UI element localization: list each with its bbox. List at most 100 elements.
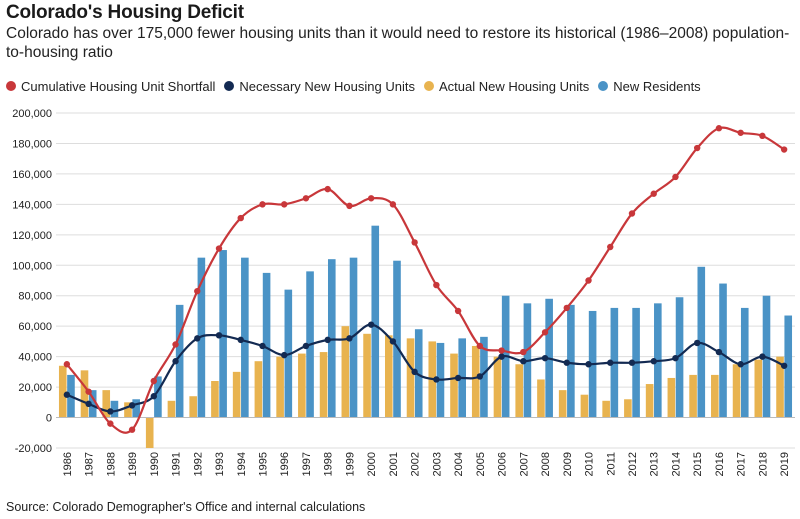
x-tick-label: 1992 [192, 452, 204, 476]
y-tick-label: 80,000 [18, 291, 52, 303]
bar-new-residents [262, 272, 271, 418]
point-necessary-units [150, 393, 158, 400]
x-tick-label: 2001 [388, 452, 400, 476]
point-necessary-units [215, 332, 223, 339]
bar-actual-units [711, 374, 719, 418]
x-tick-label: 1988 [105, 452, 117, 476]
x-tick-label: 1995 [257, 452, 269, 476]
point-cumulative-shortfall [346, 202, 353, 210]
point-necessary-units [346, 335, 353, 342]
x-tick-label: 2004 [453, 452, 465, 476]
point-cumulative-shortfall [672, 173, 679, 181]
x-tick-label: 1991 [171, 452, 183, 476]
bar-actual-units [124, 402, 132, 418]
legend-label: New Residents [613, 78, 701, 94]
bar-actual-units [276, 356, 284, 418]
y-tick-label: -20,000 [15, 443, 52, 455]
x-tick-label: 2002 [410, 452, 422, 476]
bar-new-residents [327, 259, 336, 418]
x-tick-label: 2012 [627, 452, 639, 476]
point-cumulative-shortfall [411, 239, 418, 246]
bar-new-residents [154, 376, 162, 418]
chart-subtitle: Colorado has over 175,000 fewer housing … [6, 25, 790, 61]
y-tick-label: 0 [46, 413, 52, 425]
legend-item-new-residents[interactable]: New Residents [598, 78, 701, 94]
point-cumulative-shortfall [237, 214, 244, 222]
point-necessary-units [759, 353, 766, 360]
point-necessary-units [324, 336, 331, 344]
bar-new-residents [175, 304, 184, 418]
point-cumulative-shortfall [563, 304, 570, 312]
point-cumulative-shortfall [715, 125, 723, 132]
legend-swatch-actual-units [423, 81, 434, 91]
point-necessary-units [476, 373, 484, 380]
bar-actual-units [602, 400, 610, 418]
bar-actual-units [254, 361, 263, 418]
x-tick-label: 1990 [149, 452, 161, 476]
point-cumulative-shortfall [302, 195, 310, 202]
bar-new-residents [219, 250, 227, 418]
point-necessary-units [737, 361, 744, 368]
bar-actual-units [732, 364, 741, 418]
bar-new-residents [110, 400, 119, 418]
point-necessary-units [302, 342, 310, 350]
bar-new-residents [393, 260, 401, 418]
point-cumulative-shortfall [520, 348, 527, 356]
x-tick-label: 2003 [431, 452, 443, 476]
bar-actual-units [80, 370, 89, 418]
legend-item-actual-units[interactable]: Actual New Housing Units [423, 79, 589, 94]
bar-new-residents [241, 257, 249, 418]
line-necessary-units [66, 323, 785, 413]
point-necessary-units [672, 354, 679, 362]
legend-item-cumulative-shortfall[interactable]: Cumulative Housing Unit Shortfall [6, 79, 215, 94]
point-necessary-units [498, 353, 505, 360]
point-necessary-units [628, 359, 636, 366]
point-necessary-units [780, 362, 788, 369]
bar-actual-units [450, 353, 458, 418]
y-tick-label: 160,000 [12, 169, 52, 181]
bar-actual-units [298, 353, 306, 418]
x-tick-label: 2010 [584, 452, 596, 476]
bar-actual-units [102, 390, 111, 418]
point-cumulative-shortfall [194, 287, 201, 295]
bar-new-residents [132, 399, 140, 418]
x-tick-label: 1998 [323, 452, 335, 476]
y-tick-label: 180,000 [12, 138, 52, 150]
legend-swatch-new-residents [598, 81, 609, 91]
x-tick-label: 2014 [670, 452, 682, 476]
bar-new-residents [675, 297, 684, 418]
point-necessary-units [693, 339, 701, 347]
bar-actual-units [667, 377, 676, 418]
x-tick-label: 2007 [518, 452, 530, 476]
chart-legend: Cumulative Housing Unit Shortfall Necess… [6, 78, 710, 94]
x-tick-label: 2008 [540, 452, 552, 476]
x-tick-label: 2009 [562, 452, 574, 476]
legend-item-necessary-units[interactable]: Necessary New Housing Units [224, 79, 415, 94]
x-tick-label: 1989 [127, 452, 139, 476]
y-tick-label: 40,000 [18, 352, 52, 364]
point-cumulative-shortfall [454, 307, 462, 315]
x-tick-label: 2018 [757, 452, 769, 476]
point-cumulative-shortfall [215, 245, 223, 252]
bar-actual-units [145, 417, 154, 448]
point-necessary-units [433, 376, 440, 383]
point-cumulative-shortfall [737, 129, 744, 136]
point-necessary-units [107, 408, 114, 415]
point-cumulative-shortfall [281, 201, 288, 208]
line-cumulative-shortfall [66, 126, 785, 434]
bar-actual-units [493, 356, 502, 418]
point-cumulative-shortfall [259, 201, 266, 208]
y-tick-label: 100,000 [12, 260, 52, 272]
y-tick-label: 20,000 [18, 382, 52, 394]
point-necessary-units [259, 342, 266, 350]
bar-actual-units [211, 381, 219, 418]
point-cumulative-shortfall [759, 132, 766, 140]
point-cumulative-shortfall [63, 361, 71, 368]
legend-label: Necessary New Housing Units [239, 78, 415, 94]
bar-actual-units [515, 364, 524, 418]
x-tick-label: 2006 [497, 452, 509, 476]
point-necessary-units [607, 359, 614, 366]
bar-actual-units [645, 384, 654, 418]
point-cumulative-shortfall [628, 210, 636, 217]
